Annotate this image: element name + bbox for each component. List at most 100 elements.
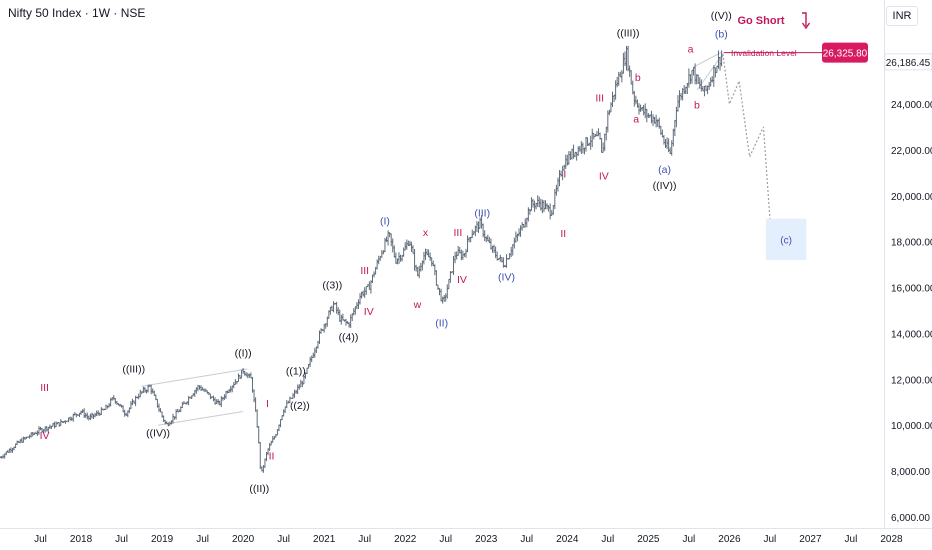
price-bar	[389, 233, 393, 247]
price-bar	[355, 302, 359, 310]
price-bar	[589, 135, 592, 150]
price-bar	[427, 249, 430, 258]
wave-label: III	[454, 227, 463, 239]
price-bar	[511, 244, 515, 256]
price-bar	[608, 109, 611, 116]
price-bar	[269, 440, 273, 446]
price-bar	[131, 398, 134, 406]
price-bar	[537, 196, 541, 208]
price-bar	[174, 409, 178, 420]
price-bar	[109, 397, 112, 407]
price-bar	[263, 458, 267, 468]
price-bar	[428, 252, 432, 261]
wave-label: I	[563, 168, 566, 180]
price-bar	[569, 151, 572, 160]
price-bar	[354, 306, 357, 315]
price-bar	[319, 328, 323, 334]
price-bar	[68, 416, 72, 421]
time-tick-label: Jul	[520, 534, 533, 545]
price-bar	[397, 252, 401, 264]
price-bar	[704, 85, 708, 92]
price-bar	[556, 177, 560, 192]
price-bar	[710, 76, 714, 83]
price-bar	[121, 405, 125, 413]
price-bar	[670, 140, 674, 156]
price-bar	[657, 117, 661, 129]
wave-label: IV	[40, 430, 50, 442]
wave-label: ((III))	[122, 363, 145, 375]
price-bar	[405, 239, 409, 250]
time-tick-label: Jul	[439, 534, 452, 545]
price-bar	[138, 389, 142, 398]
price-bar	[336, 307, 340, 316]
price-bar	[271, 436, 275, 443]
price-bar	[143, 386, 147, 393]
wave-label: (IV)	[498, 272, 515, 284]
price-bar	[590, 128, 594, 148]
price-bar	[361, 290, 365, 297]
current-price-label: 26,186.45	[886, 58, 931, 69]
wave-label: b	[694, 100, 700, 112]
wave-label: II	[269, 451, 275, 463]
price-bar	[123, 409, 126, 417]
price-bar	[701, 86, 705, 92]
price-bar	[464, 248, 468, 258]
price-bar	[676, 95, 680, 112]
wave-label: ((I))	[235, 347, 252, 359]
price-bar	[369, 280, 373, 294]
price-bar	[255, 409, 259, 428]
price-bar	[558, 170, 561, 187]
price-bar	[399, 254, 402, 262]
price-bar	[283, 406, 287, 413]
price-bar	[615, 76, 619, 88]
wave-label: III	[40, 382, 49, 394]
price-bar	[576, 146, 580, 156]
currency-button[interactable]: INR	[886, 6, 918, 26]
price-bar	[559, 170, 563, 177]
price-bar	[291, 393, 295, 399]
price-bar	[483, 230, 487, 242]
price-bar	[59, 419, 63, 426]
price-bar	[618, 71, 622, 78]
price-bar	[435, 270, 438, 286]
price-bar	[633, 90, 636, 107]
price-bar	[444, 293, 448, 302]
price-bar	[285, 400, 289, 409]
price-bar	[686, 82, 689, 95]
price-bar	[357, 299, 360, 310]
go-short-arrow	[802, 12, 807, 26]
price-bar	[720, 50, 723, 67]
price-bar	[707, 81, 711, 90]
price-bar	[419, 262, 423, 272]
price-bar	[597, 128, 600, 137]
price-bar	[671, 128, 675, 147]
wave-label: w	[413, 299, 422, 311]
price-bar	[494, 246, 497, 259]
price-bar	[358, 293, 362, 305]
price-bar	[581, 142, 585, 154]
price-bar	[664, 139, 667, 149]
price-bar	[681, 88, 684, 101]
channel-line	[692, 51, 722, 68]
price-bar	[237, 373, 240, 383]
invalidation-price-label: 26,325.80	[823, 49, 868, 60]
price-bar	[280, 415, 284, 421]
price-bar	[514, 231, 518, 243]
wave-label-c: (c)	[780, 235, 792, 246]
price-bar	[612, 94, 616, 103]
price-tick-label: 8,000.00	[891, 467, 930, 478]
price-bar	[243, 370, 246, 376]
price-bar	[690, 69, 694, 84]
price-bar	[583, 147, 586, 155]
price-bar	[411, 245, 415, 254]
price-bar	[430, 257, 434, 267]
price-bar	[368, 281, 371, 290]
price-bar	[195, 387, 198, 394]
price-bar	[452, 256, 455, 276]
price-bar	[129, 400, 133, 410]
price-bar	[547, 205, 550, 212]
price-bar	[257, 426, 261, 444]
price-bar	[470, 229, 474, 239]
price-tick-label: 10,000.00	[891, 421, 932, 432]
